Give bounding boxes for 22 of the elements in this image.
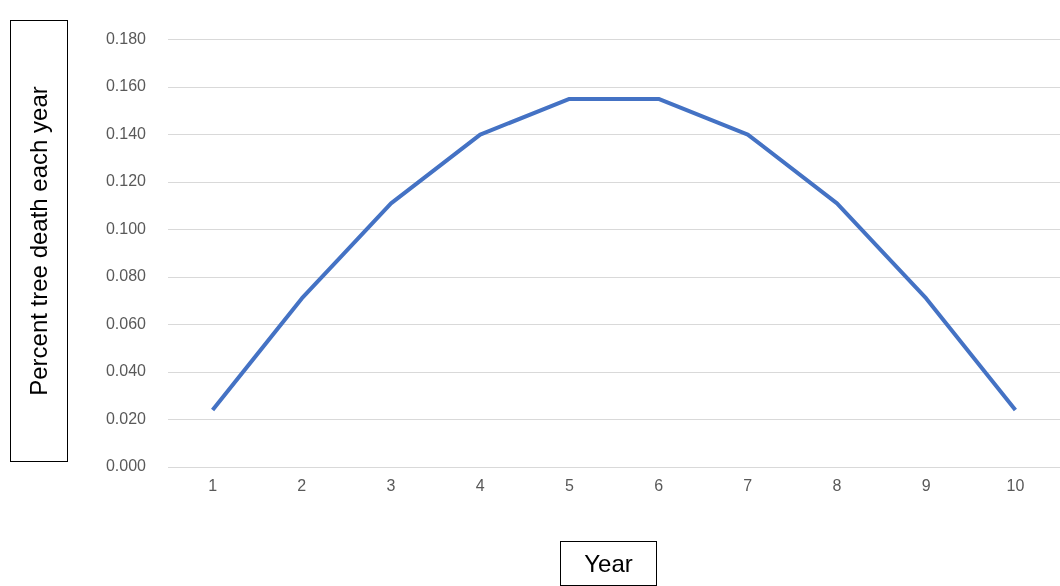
x-tick-label: 3 [386,477,396,495]
x-tick-label: 7 [743,477,753,495]
x-tick-label: 4 [475,477,485,495]
x-tick-label: 10 [1006,477,1025,495]
y-tick-label: 0.100 [105,219,147,237]
y-tick-label: 0.040 [105,362,147,380]
y-tick-label: 0.120 [105,172,147,190]
x-tick-label: 2 [297,477,307,495]
y-tick-label: 0.160 [105,77,147,95]
y-tick-label: 0.060 [105,314,147,332]
y-tick-label: 0.020 [105,409,147,427]
x-tick-label: 6 [654,477,664,495]
y-tick-label: 0.080 [105,267,147,285]
y-axis-title: Percent tree death each year [25,86,53,396]
y-tick-label: 0.140 [105,124,147,142]
y-tick-label: 0.180 [105,30,147,48]
x-tick-label: 5 [564,477,574,495]
x-axis-title: Year [560,541,657,586]
x-tick-label: 8 [832,477,842,495]
x-tick-label: 9 [921,477,931,495]
x-tick-label: 1 [208,477,218,495]
y-tick-label: 0.000 [105,457,147,475]
